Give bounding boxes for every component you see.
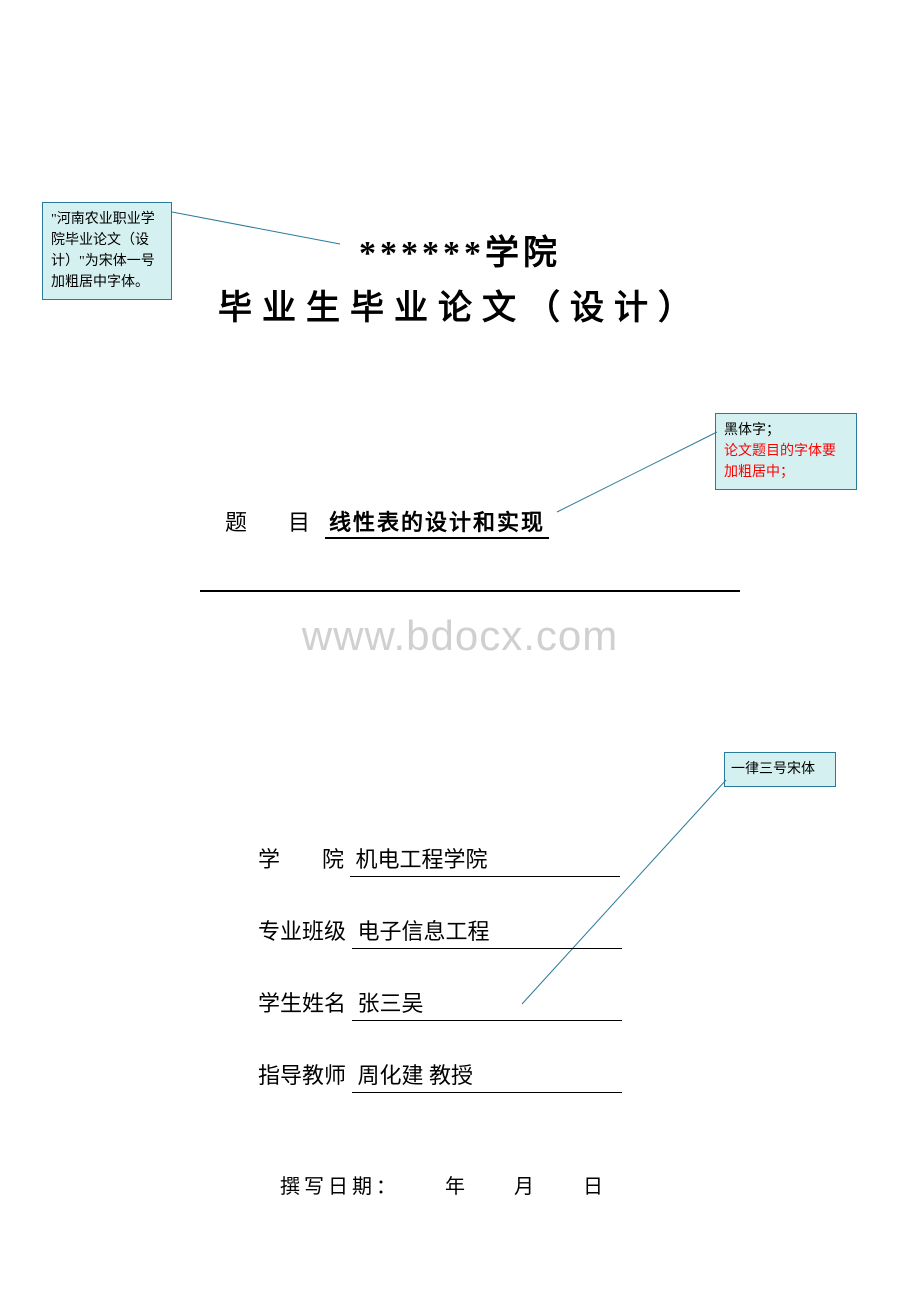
annotation-topic-note: 黑体字； 论文题目的字体要加粗居中； [715, 413, 857, 490]
field-school: 学院 机电工程学院 [258, 842, 620, 877]
annotation-fields-note: 一律三号宋体 [724, 752, 836, 787]
watermark: www.bdocx.com [0, 612, 920, 660]
field-major-label: 专业班级 [258, 914, 346, 946]
date-day: 日 [583, 1176, 607, 1198]
field-advisor-value: 周化建 教授 [352, 1058, 622, 1093]
connector-topic [555, 430, 720, 515]
field-advisor: 指导教师 周化建 教授 [258, 1058, 622, 1093]
date-prefix: 撰写日期： [280, 1176, 400, 1198]
topic-value: 线性表的设计和实现 [325, 510, 549, 539]
annotation-fields-text: 一律三号宋体 [731, 762, 815, 777]
date-year: 年 [445, 1176, 469, 1198]
connector-fields [520, 778, 730, 1008]
field-major: 专业班级 电子信息工程 [258, 914, 622, 949]
field-student: 学生姓名 张三吴 [258, 986, 622, 1021]
field-major-value: 电子信息工程 [352, 914, 622, 949]
title-line1: ******学院 [0, 225, 920, 274]
date-row: 撰写日期： 年 月 日 [280, 1170, 607, 1199]
title-line2: 毕业生毕业论文（设计） [0, 280, 920, 329]
field-student-label: 学生姓名 [258, 986, 346, 1018]
topic-row: 题 目 线性表的设计和实现 [225, 505, 549, 537]
date-month: 月 [514, 1176, 538, 1198]
topic-label-1: 题 [225, 510, 247, 535]
annotation-topic-line2: 论文题目的字体要加粗居中； [724, 444, 836, 480]
field-student-value: 张三吴 [352, 986, 622, 1021]
annotation-topic-line1: 黑体字； [724, 423, 780, 438]
topic-label-2: 目 [288, 510, 310, 535]
document-title: ******学院 毕业生毕业论文（设计） [0, 225, 920, 329]
blank-underline [200, 590, 740, 592]
field-school-value: 机电工程学院 [350, 842, 620, 877]
field-advisor-label: 指导教师 [258, 1058, 346, 1090]
field-school-label: 学院 [258, 842, 344, 874]
